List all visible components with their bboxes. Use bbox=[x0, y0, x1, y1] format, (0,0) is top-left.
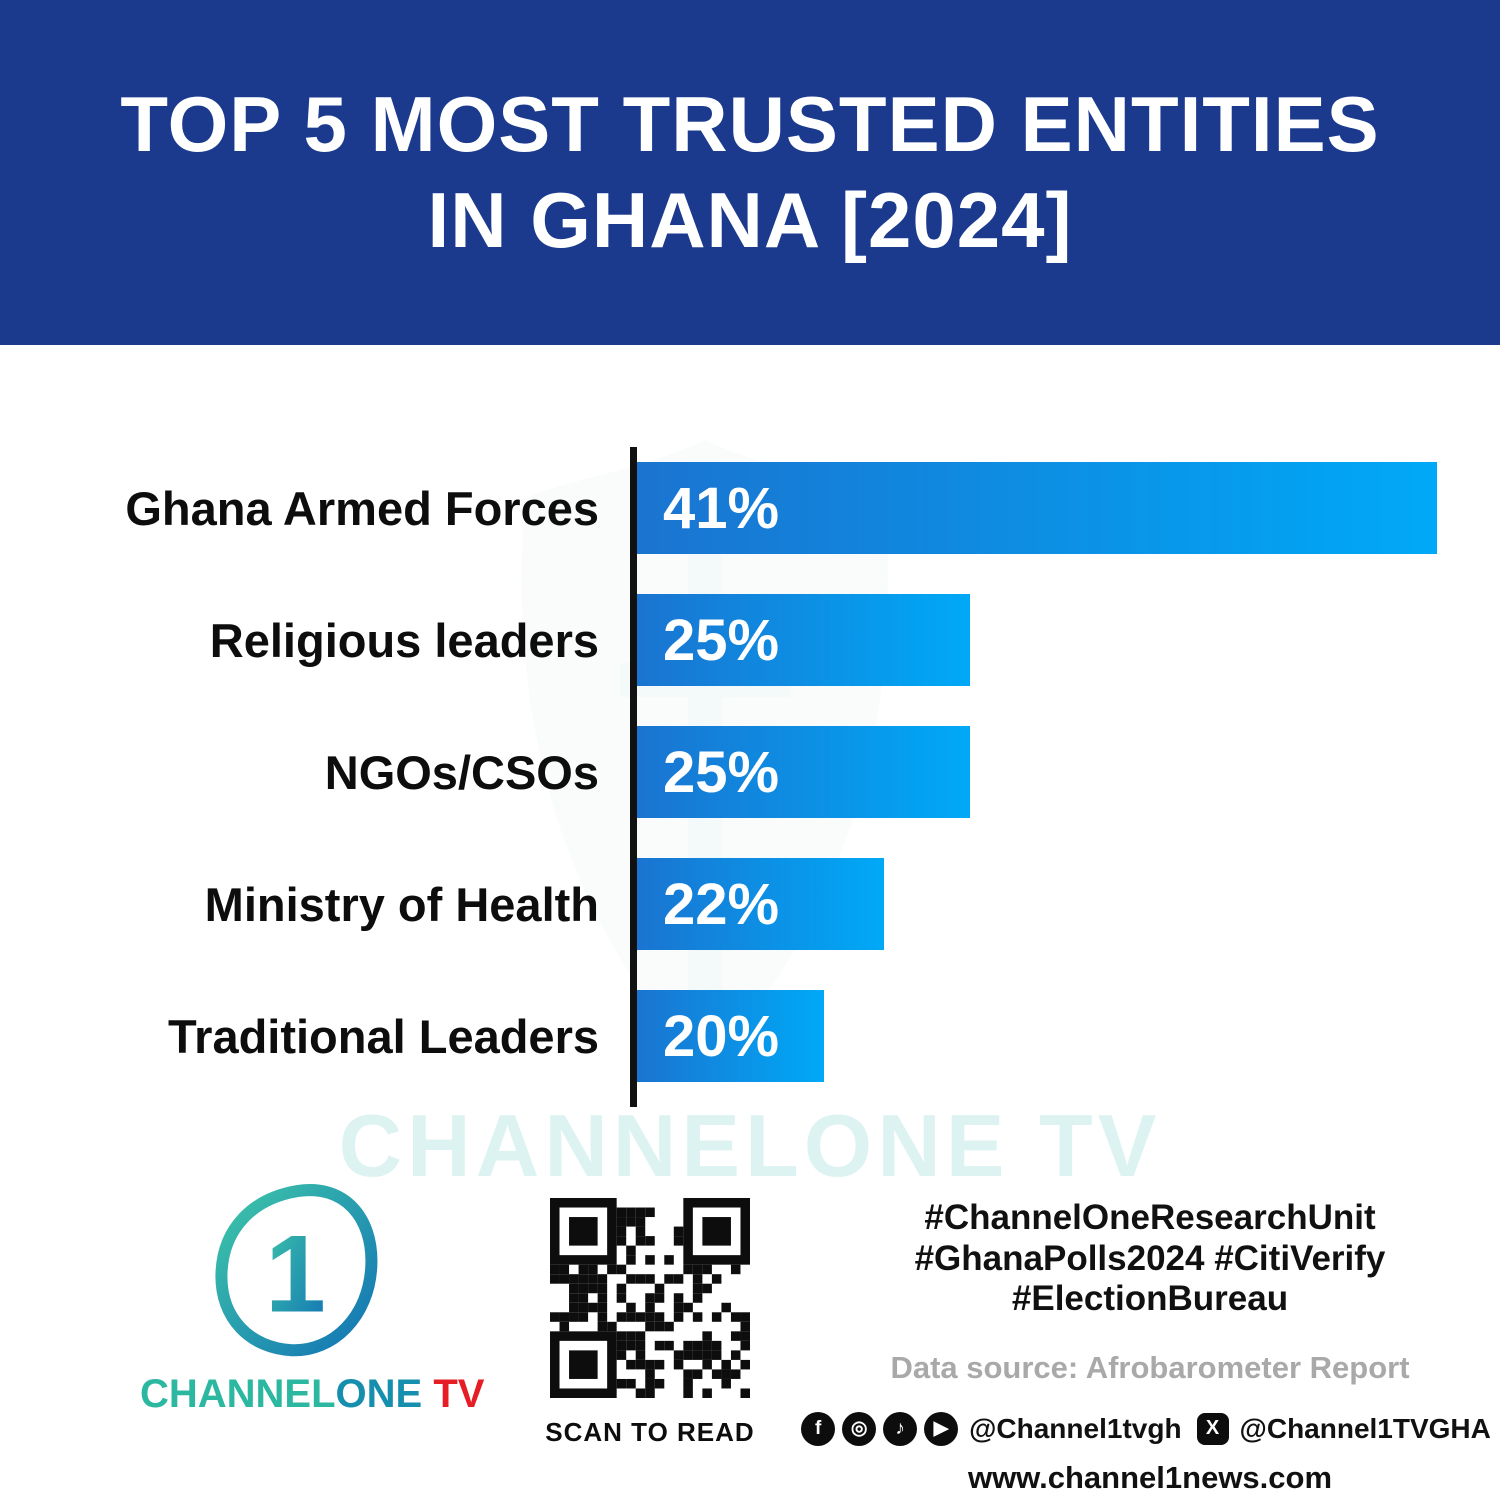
header-banner: TOP 5 MOST TRUSTED ENTITIES IN GHANA [20… bbox=[0, 0, 1500, 345]
facebook-icon: f bbox=[801, 1411, 836, 1446]
chart-row: Traditional Leaders 20% bbox=[0, 990, 1500, 1082]
category-label: Religious leaders bbox=[209, 613, 599, 667]
social-handle-1: @Channel1tvgh bbox=[969, 1412, 1182, 1444]
social-row: f ◎ ♪ ▶ @Channel1tvgh X @Channel1TVGHA bbox=[801, 1411, 1491, 1446]
channel-one-logo: 1 CHANNELONE TV bbox=[140, 1180, 484, 1417]
bar-chart: Ghana Armed Forces 41% Religious leaders 25… bbox=[0, 462, 1500, 1082]
value-label: 22% bbox=[663, 871, 780, 937]
bar: 41% bbox=[637, 462, 1437, 554]
category-label: NGOs/CSOs bbox=[324, 745, 599, 799]
channel-text-watermark: CHANNELONE TV bbox=[338, 1096, 1162, 1195]
chart-row: NGOs/CSOs 25% bbox=[0, 726, 1500, 818]
brand-channel: CHANNEL bbox=[140, 1372, 336, 1416]
brand-one: ONE bbox=[335, 1372, 423, 1416]
value-label: 25% bbox=[663, 607, 780, 673]
hashtags-line-2: #GhanaPolls2024 #CitiVerify bbox=[914, 1238, 1386, 1278]
qr-block: SCAN TO READ bbox=[540, 1198, 760, 1448]
bar: 22% bbox=[637, 858, 884, 950]
page-title-line-1: TOP 5 MOST TRUSTED ENTITIES bbox=[120, 80, 1380, 169]
page-title-line-2: IN GHANA [2024] bbox=[427, 175, 1073, 264]
bar: 25% bbox=[637, 726, 970, 818]
category-label: Ghana Armed Forces bbox=[125, 481, 599, 535]
chart-row: Ministry of Health 22% bbox=[0, 858, 1500, 950]
svg-text:1: 1 bbox=[265, 1213, 326, 1335]
chart-axis-line bbox=[630, 447, 637, 1107]
brand-tv: TV bbox=[422, 1372, 485, 1416]
youtube-icon: ▶ bbox=[924, 1411, 959, 1446]
bar: 20% bbox=[637, 990, 824, 1082]
category-label: Traditional Leaders bbox=[168, 1009, 599, 1063]
tiktok-icon: ♪ bbox=[883, 1411, 918, 1446]
chart-row: Religious leaders 25% bbox=[0, 594, 1500, 686]
value-label: 41% bbox=[663, 475, 780, 541]
social-handle-2: @Channel1TVGHA bbox=[1239, 1412, 1491, 1444]
website-url: www.channel1news.com bbox=[967, 1459, 1333, 1495]
brand-wordmark: CHANNELONE TV bbox=[140, 1372, 484, 1417]
chart-row: Ghana Armed Forces 41% bbox=[0, 462, 1500, 554]
channel-one-logo-icon: 1 bbox=[214, 1184, 377, 1357]
hashtags-line-3: #ElectionBureau bbox=[1011, 1279, 1289, 1319]
hashtags-line-1: #ChannelOneResearchUnit bbox=[924, 1198, 1376, 1237]
data-source-label: Data source: Afrobarometer Report bbox=[890, 1349, 1410, 1385]
bar: 25% bbox=[637, 594, 970, 686]
category-label: Ministry of Health bbox=[204, 877, 599, 931]
qr-code bbox=[550, 1198, 750, 1398]
value-label: 20% bbox=[663, 1003, 780, 1069]
qr-caption: SCAN TO READ bbox=[545, 1417, 755, 1447]
value-label: 25% bbox=[663, 739, 780, 805]
x-twitter-icon: X bbox=[1196, 1412, 1229, 1445]
instagram-icon: ◎ bbox=[842, 1411, 877, 1446]
footer-info-block: #ChannelOneResearchUnit #GhanaPolls2024 … bbox=[801, 1198, 1491, 1496]
